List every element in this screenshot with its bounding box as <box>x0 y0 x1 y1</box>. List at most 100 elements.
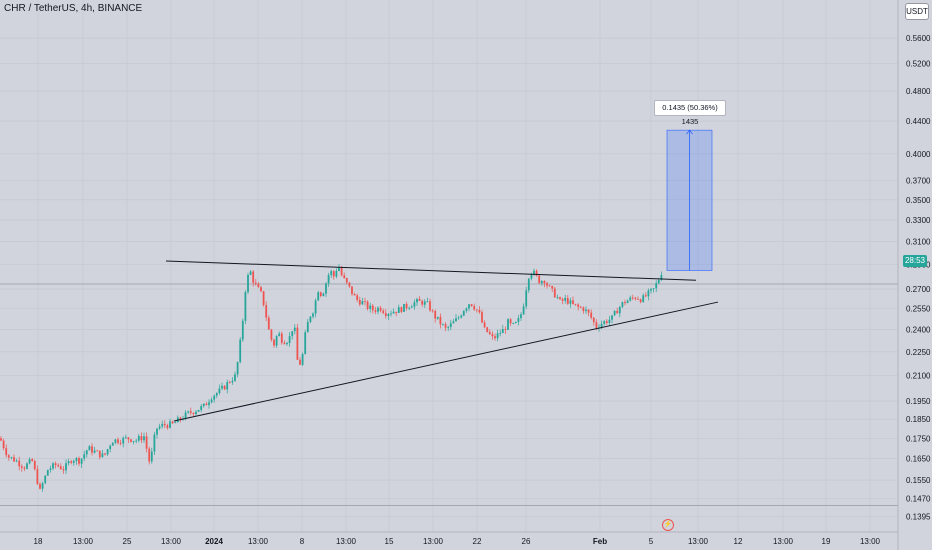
candle-body <box>299 359 301 365</box>
candle-body <box>208 402 210 406</box>
candle-body <box>426 301 429 303</box>
candle-body <box>410 306 413 308</box>
candle-body <box>361 301 364 305</box>
candle-body <box>158 426 161 429</box>
candle-body <box>184 412 187 419</box>
candle-body <box>657 280 660 284</box>
candle-body <box>338 267 340 271</box>
candle-body <box>273 339 275 346</box>
candle-body <box>150 451 153 462</box>
measure-label: 0.1435 (50.36%) 1435 <box>654 100 726 126</box>
last-price-label: 28:53 <box>903 255 927 267</box>
candle-body <box>52 463 54 469</box>
candle-body <box>218 388 221 394</box>
candle-body <box>611 315 613 320</box>
candle-body <box>587 309 590 313</box>
candle-body <box>473 306 476 310</box>
candle-body <box>585 309 587 312</box>
candle-body <box>462 310 465 316</box>
candle-body <box>343 275 346 279</box>
candle-body <box>592 317 595 323</box>
candle-body <box>239 339 242 363</box>
candle-body <box>304 332 307 354</box>
time-axis[interactable]: 18 13:00 25 13:00 2024 13:00 8 13:00 15 13:00 22 26… <box>34 537 881 546</box>
candle-body <box>408 307 411 309</box>
candle-body <box>455 318 457 322</box>
candle-body <box>244 291 247 321</box>
candle-body <box>527 278 530 291</box>
candle-body <box>7 455 10 458</box>
candle-body <box>236 362 239 375</box>
candle-body <box>241 320 244 340</box>
time-tick-label: Feb <box>593 537 607 546</box>
candle-body <box>345 278 348 283</box>
candle-body <box>169 421 171 428</box>
candle-body <box>111 442 114 446</box>
price-tick-label: 0.1850 <box>906 415 931 424</box>
candle-body <box>148 448 151 462</box>
candle-body <box>533 270 535 275</box>
price-tick-label: 0.1950 <box>906 397 931 406</box>
candle-body <box>124 437 127 439</box>
candle-body <box>228 382 231 383</box>
candle-body <box>270 329 273 340</box>
candle-body <box>358 299 361 305</box>
price-tick-label: 0.4000 <box>906 150 931 159</box>
candle-body <box>525 290 528 307</box>
time-tick-label: 13:00 <box>336 537 357 546</box>
candle-body <box>564 297 567 301</box>
candle-body <box>145 436 148 449</box>
candle-body <box>288 336 291 343</box>
trendline-support[interactable] <box>173 301 719 422</box>
candle-body <box>195 411 197 415</box>
candle-body <box>356 295 359 300</box>
candle-body <box>514 321 517 324</box>
candle-body <box>444 324 447 328</box>
candle-body <box>325 283 327 294</box>
time-tick-label: 15 <box>385 537 394 546</box>
candle-body <box>590 312 593 318</box>
time-tick-label: 13:00 <box>73 537 94 546</box>
price-tick-label: 0.1750 <box>906 434 931 443</box>
grid <box>0 0 898 532</box>
candle-body <box>314 300 317 314</box>
candle-body <box>608 319 611 323</box>
candle-body <box>481 312 483 323</box>
candle-body <box>397 307 400 314</box>
candle-body <box>439 316 442 325</box>
candle-body <box>137 436 140 441</box>
candle-body <box>192 412 195 415</box>
price-tick-label: 0.5200 <box>906 60 931 69</box>
candle-body <box>486 327 489 333</box>
measure-range[interactable] <box>666 129 713 271</box>
candle-body <box>18 460 21 467</box>
price-tick-label: 0.5600 <box>906 34 931 43</box>
currency-unit-button[interactable]: USDT <box>905 3 929 20</box>
candle-body <box>26 463 28 469</box>
candle-body <box>161 423 164 427</box>
price-tick-label: 0.3700 <box>906 177 931 186</box>
candle-body <box>616 310 619 314</box>
trendlines[interactable] <box>165 260 719 422</box>
candle-body <box>33 461 36 470</box>
candle-body <box>62 469 65 471</box>
trendline-resistance[interactable] <box>165 260 697 281</box>
candle-body <box>327 274 330 284</box>
candle-body <box>83 454 86 459</box>
candle-body <box>452 321 455 324</box>
candle-body <box>574 303 577 305</box>
candle-body <box>332 271 335 277</box>
time-tick-label: 8 <box>300 537 305 546</box>
candle-body <box>265 305 268 318</box>
price-tick-label: 0.1395 <box>906 512 931 521</box>
candle-body <box>72 460 75 463</box>
candle-body <box>613 310 616 316</box>
candle-body <box>117 439 119 443</box>
time-tick-label: 13:00 <box>423 537 444 546</box>
lightning-icon[interactable]: ⚡ <box>662 519 674 531</box>
candle-body <box>400 307 403 312</box>
candle-body <box>312 313 314 317</box>
candle-body <box>262 291 265 306</box>
